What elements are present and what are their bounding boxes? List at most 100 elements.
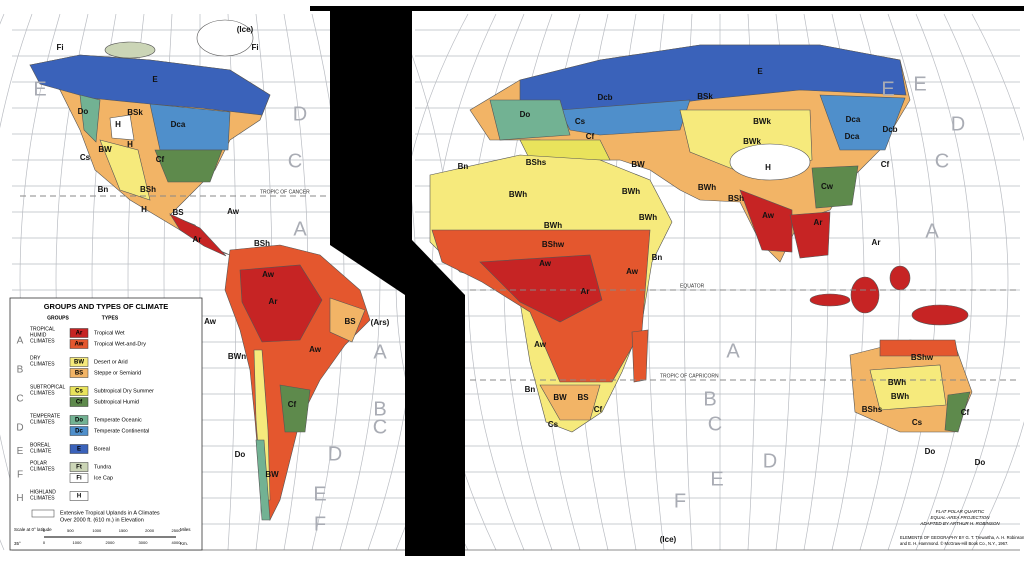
map-label: Ar bbox=[269, 297, 278, 306]
ocean-letter: A bbox=[925, 220, 939, 242]
type-name: Ice Cap bbox=[94, 475, 113, 481]
map-label: BWh bbox=[891, 392, 909, 401]
map-label: BSk bbox=[697, 92, 713, 101]
uplands-note: Over 2000 ft. (610 m.) in Elevation bbox=[60, 517, 144, 523]
group-name: BOREAL bbox=[30, 442, 51, 448]
map-label: Aw bbox=[539, 259, 552, 268]
scale-tick: 3000 bbox=[139, 540, 149, 545]
map-label: Do bbox=[520, 110, 531, 119]
type-name: Boreal bbox=[94, 446, 110, 452]
map-label: BWh bbox=[509, 190, 527, 199]
ocean-letter: E bbox=[710, 468, 723, 490]
legend-swatch bbox=[69, 397, 89, 407]
map-label: Dca bbox=[846, 115, 861, 124]
map-label: Dcb bbox=[597, 93, 612, 102]
line-label: TROPIC OF CAPRICORN bbox=[660, 373, 719, 379]
group-letter: H bbox=[16, 493, 23, 504]
legend-swatch bbox=[69, 339, 89, 349]
map-label: BSk bbox=[127, 108, 143, 117]
map-label: BW bbox=[631, 160, 645, 169]
source-note: and E. H. Hammond. © McGraw-Hill Book Co… bbox=[900, 541, 1008, 546]
map-label: BWh bbox=[544, 221, 562, 230]
map-label: (Ice) bbox=[237, 25, 254, 34]
map-label: H bbox=[127, 140, 133, 149]
north-america bbox=[29, 19, 271, 257]
ocean-letter: F bbox=[674, 490, 686, 512]
type-code: Fi bbox=[76, 476, 82, 482]
map-label: E bbox=[152, 75, 158, 84]
map-label: BS bbox=[344, 317, 356, 326]
map-label: BShw bbox=[542, 240, 565, 249]
scale-tick: 0 bbox=[43, 528, 46, 533]
legend: GROUPS AND TYPES OF CLIMATE GROUPS TYPES… bbox=[9, 297, 203, 551]
ocean-letter: E bbox=[913, 73, 926, 95]
map-label: Bn bbox=[525, 385, 536, 394]
ocean-letter: F bbox=[314, 513, 326, 535]
group-name: TROPICAL bbox=[30, 326, 55, 332]
map-label: Cf bbox=[594, 405, 603, 414]
map-label: Cw bbox=[821, 182, 834, 191]
scale-tick: 2000 bbox=[145, 528, 155, 533]
map-label: Ar bbox=[814, 218, 823, 227]
uplands-note: Extensive Tropical Uplands in A Climates bbox=[60, 510, 160, 516]
group-name: CLIMATE bbox=[30, 448, 52, 454]
map-label: Aw bbox=[262, 270, 275, 279]
map-label: Ar bbox=[193, 235, 202, 244]
map-label: BWh bbox=[622, 187, 640, 196]
type-name: Tundra bbox=[94, 464, 112, 470]
map-label: BW bbox=[553, 393, 567, 402]
meridian bbox=[0, 13, 33, 551]
meridian bbox=[467, 13, 525, 551]
map-label: Aw bbox=[762, 211, 775, 220]
map-label: BWn bbox=[228, 352, 246, 361]
map-label: BWh bbox=[698, 183, 716, 192]
scale-tick: 2500 bbox=[172, 528, 182, 533]
map-label: BWh bbox=[639, 213, 657, 222]
legend-swatch bbox=[69, 473, 89, 483]
type-name: Tropical Wet bbox=[94, 330, 125, 336]
south-america bbox=[224, 244, 371, 521]
map-label: H bbox=[765, 163, 771, 172]
type-name: Steppe or Semiarid bbox=[94, 370, 141, 376]
legend-swatch bbox=[69, 444, 89, 454]
map-label: BWk bbox=[743, 137, 761, 146]
scale-unit: Miles bbox=[180, 527, 191, 532]
map-label: Do bbox=[78, 107, 89, 116]
group-name: CLIMATES bbox=[30, 338, 55, 344]
group-letter: D bbox=[16, 423, 23, 434]
type-name: Desert or Arid bbox=[94, 359, 128, 365]
map-label: H bbox=[141, 205, 147, 214]
map-label: Dca bbox=[171, 120, 186, 129]
group-name: DRY bbox=[30, 355, 41, 361]
group-name: HUMID bbox=[30, 332, 47, 338]
group-name: CLIMATES bbox=[30, 495, 55, 501]
legend-swatch bbox=[69, 462, 89, 472]
map-label: Dca bbox=[845, 132, 860, 141]
map-label: BWk bbox=[753, 117, 771, 126]
scale-label: 35° bbox=[14, 541, 21, 546]
map-label: Aw bbox=[227, 207, 240, 216]
map-label: Fi bbox=[56, 43, 63, 52]
group-letter: F bbox=[17, 470, 23, 481]
meridian bbox=[0, 13, 5, 551]
ocean-letter: C bbox=[373, 416, 387, 438]
group-letter: A bbox=[17, 336, 24, 347]
map-label: Cs bbox=[575, 117, 586, 126]
type-name: Temperate Oceanic bbox=[94, 417, 142, 423]
scale-tick: 1000 bbox=[92, 528, 102, 533]
map-label: Cs bbox=[80, 153, 91, 162]
type-code: H bbox=[77, 494, 81, 500]
ocean-letter: B bbox=[703, 388, 716, 410]
top-border bbox=[310, 6, 1024, 11]
scale-label: Scale at 0° latitude bbox=[14, 527, 52, 532]
map-label: BSh bbox=[254, 239, 270, 248]
ocean-letter: D bbox=[328, 443, 342, 465]
map-label: Do bbox=[235, 450, 246, 459]
scale-tick: 500 bbox=[67, 528, 74, 533]
map-label: Bn bbox=[98, 185, 109, 194]
type-name: Tropical Wet-and-Dry bbox=[94, 341, 146, 347]
type-code: Dc bbox=[75, 429, 83, 435]
group-letter: B bbox=[17, 365, 24, 376]
